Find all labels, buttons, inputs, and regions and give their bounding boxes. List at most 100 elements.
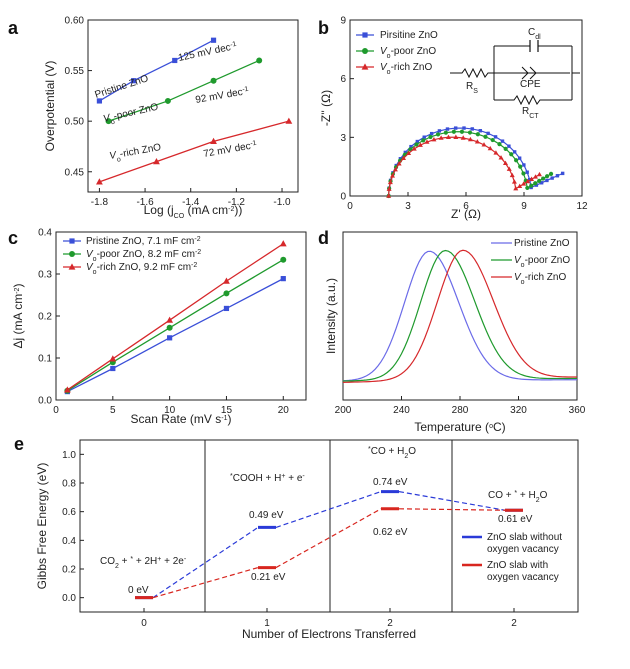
y-axis-label: Gibbs Free Energy (eV) [35,463,49,590]
x-tick-label: 5 [110,405,116,416]
data-point [486,131,490,136]
data-point [429,131,434,136]
legend-label-part: -2 [194,236,200,243]
panel-letter-e: e [14,434,24,454]
resistor-rs [450,67,494,79]
legend-label: Vo-poor ZnO [380,46,436,60]
legend-marker [69,238,75,244]
x-axis-label-part: )) [234,203,242,217]
y-axis-label: Overpotential (V) [43,61,57,152]
x-tick-label: -1.6 [136,197,154,208]
x-tick-label: -1.2 [228,197,246,208]
state-label-part: + 2H [133,556,157,567]
data-point [223,305,230,312]
state-label-part: + [119,556,130,567]
legend-label: Vo-rich ZnO, 9.2 mF cm-2 [86,262,197,276]
data-point [166,316,174,323]
data-point [437,129,442,133]
legend-label-part: Pristine ZnO, 7.1 mF cm [86,236,194,247]
data-point [541,176,546,181]
panel-letter-a: a [8,18,19,38]
energy-connector [152,566,259,599]
series-line [67,278,284,393]
data-point [487,145,493,151]
y-axis-label: -Z'' (Ω) [319,90,333,126]
data-point [537,178,542,183]
energy-connector [398,508,506,511]
data-point [522,163,526,167]
legend-label: Vo-rich ZnO [514,272,566,286]
data-point [63,386,71,393]
legend-label-part: -2 [191,262,197,269]
x-tick-label: 0 [347,201,353,212]
data-point [414,142,419,147]
y-tick-label: 0.3 [38,270,52,281]
data-point [513,185,519,191]
data-point [105,118,112,125]
y-tick-label: 0.8 [62,479,76,490]
data-point [453,134,459,139]
state-label-part: CO [100,556,115,567]
energy-value-label: 0.21 eV [251,572,286,583]
data-point [223,277,230,284]
data-point [462,126,466,130]
data-point [409,144,413,149]
x-tick-label: 320 [510,405,527,416]
data-point [428,134,433,140]
legend-label-part: V [380,46,388,57]
x-tick-label: 3 [405,201,411,212]
state-label: CO + * + H2O [488,490,548,504]
legend-label-part: -rich ZnO, 9.2 mF cm [97,262,191,273]
data-point [285,117,293,124]
state-label-part: 2 [536,497,540,504]
legend-marker [362,48,368,54]
plot-frame [79,439,579,613]
legend-label-part: -poor ZnO [525,255,571,266]
data-point [509,172,515,178]
legend-label-part: V [86,262,94,273]
state-label-part: + [281,473,285,480]
panel-letter-b: b [318,18,329,38]
data-point [483,134,488,139]
series-line [67,259,284,392]
data-point [445,134,451,139]
data-point [451,129,456,134]
state-label-part: * [230,473,233,480]
x-tick-label: 12 [576,201,588,212]
cpe-label: CPE [520,79,541,90]
state-label-part: + e [285,473,302,484]
x-tick-label: 280 [452,405,469,416]
x-tick-label: -1.8 [91,197,109,208]
legend-label-part: -rich ZnO [391,62,433,73]
legend-label: oxygen vacancy [487,544,559,555]
data-point [521,171,526,176]
data-point [545,178,549,183]
data-point [521,181,527,186]
tafel-slope-label: 92 mV dec-1 [195,85,250,106]
data-point [536,171,542,177]
energy-connector [275,491,382,529]
data-point [431,136,437,142]
data-point [498,155,504,160]
legend-label-part: o [387,53,391,60]
state-label-part: * [130,556,133,563]
data-point [396,161,402,166]
panel-e: 0 1 2 2 0.0 0.2 0.4 0.6 0.8 1.0 Number of Electron… [35,439,579,641]
y-axis-label-part: -2 [14,287,21,293]
data-point [467,136,473,142]
cdl-label-part: dl [535,34,541,41]
x-axis-label: Z' (Ω) [451,207,481,221]
x-tick-label: 2 [511,618,517,629]
y-tick-label: 0 [340,192,346,203]
tpd-curve [342,249,578,383]
x-axis-label-part: Log (j [144,203,174,217]
legend-label-part: Pirsitine ZnO [380,30,438,41]
state-label-part: * [514,490,517,497]
state-label-part: + [157,556,161,563]
legend-label-part: -2 [195,249,201,256]
x-axis-label: Temperature (oC) [414,420,505,434]
data-point [210,37,217,43]
cdl-label-part: C [528,27,535,38]
legend-label-part: -poor ZnO, 8.2 mF cm [97,249,195,260]
